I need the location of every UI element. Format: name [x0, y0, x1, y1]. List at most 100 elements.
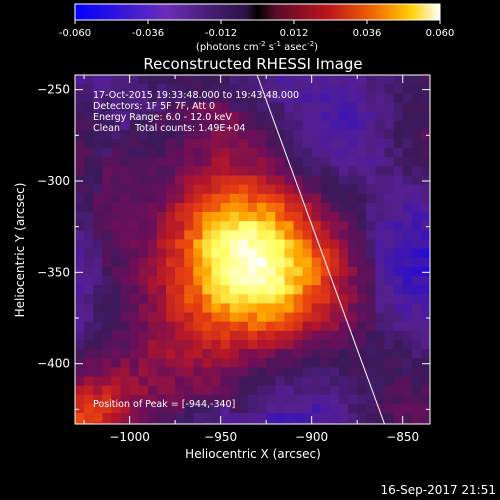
heatmap-cell — [339, 184, 349, 195]
heatmap-cell — [193, 129, 203, 140]
heatmap-cell — [311, 230, 322, 240]
heatmap-cell — [129, 358, 140, 368]
heatmap-cell — [129, 193, 140, 204]
heatmap-cell — [138, 312, 149, 323]
heatmap-cell — [102, 303, 112, 314]
heatmap-cell — [238, 257, 249, 268]
heatmap-cell — [75, 129, 85, 140]
heatmap-cell — [102, 148, 112, 158]
heatmap-cell — [120, 321, 131, 332]
heatmap-cell — [420, 75, 430, 85]
heatmap-cell — [129, 413, 140, 423]
heatmap-cell — [220, 102, 231, 113]
heatmap-cell — [147, 111, 158, 122]
heatmap-cell — [411, 303, 422, 314]
heatmap-cell — [84, 285, 94, 295]
heatmap-cell — [339, 367, 349, 378]
heatmap-cell — [75, 230, 85, 240]
heatmap-cell — [247, 148, 258, 158]
heatmap-cell — [138, 184, 149, 195]
heatmap-cell — [93, 175, 103, 186]
heatmap-cell — [393, 139, 404, 149]
heatmap-cell — [302, 221, 313, 231]
heatmap-cell — [257, 339, 267, 350]
annotation-counts: Clean Total counts: 1.49E+04 — [93, 123, 245, 134]
heatmap-cell — [402, 385, 413, 396]
heatmap-cell — [293, 339, 304, 350]
heatmap-cell — [93, 276, 103, 286]
heatmap-cell — [402, 403, 413, 414]
heatmap-cell — [420, 413, 430, 423]
heatmap-cell — [302, 358, 313, 368]
heatmap-cell — [311, 349, 322, 359]
heatmap-cell — [384, 276, 395, 286]
heatmap-cell — [366, 202, 376, 213]
heatmap-cell — [220, 358, 231, 368]
heatmap-cell — [220, 376, 231, 387]
heatmap-cell — [293, 321, 304, 332]
heatmap-cell — [84, 157, 94, 167]
heatmap-cell — [247, 276, 258, 286]
heatmap-cell — [202, 129, 213, 140]
heatmap-cell — [166, 358, 176, 368]
heatmap-cell — [211, 349, 222, 359]
heatmap-cell — [402, 93, 413, 103]
heatmap-cell — [366, 193, 376, 204]
heatmap-cell — [211, 166, 222, 177]
heatmap-cell — [239, 431, 249, 441]
heatmap-cell — [75, 120, 85, 131]
heatmap-cell — [393, 75, 404, 85]
heatmap-cell — [175, 266, 185, 277]
heatmap-cell — [202, 339, 213, 350]
heatmap-cell — [293, 257, 304, 268]
heatmap-cell — [257, 266, 267, 277]
heatmap-cell — [284, 403, 295, 414]
heatmap-cell — [75, 111, 85, 122]
heatmap-cell — [329, 84, 340, 94]
heatmap-cell — [202, 202, 213, 213]
heatmap-cell — [411, 221, 422, 231]
heatmap-cell — [238, 349, 249, 359]
heatmap-cell — [402, 413, 413, 423]
heatmap-cell — [348, 276, 358, 286]
heatmap-cell — [75, 93, 85, 103]
heatmap-cell — [102, 394, 112, 405]
heatmap-cell — [348, 339, 358, 350]
heatmap-cell — [211, 294, 222, 304]
heatmap-cell — [102, 75, 112, 85]
heatmap-cell — [329, 212, 340, 222]
heatmap-cell — [75, 358, 85, 368]
heatmap-cell — [257, 431, 267, 441]
heatmap-cell — [102, 285, 112, 295]
heatmap-cell — [375, 376, 386, 387]
heatmap-cell — [184, 129, 194, 140]
x-tick-label: −950 — [204, 430, 237, 444]
heatmap-cell — [147, 321, 158, 332]
heatmap-cell — [229, 330, 240, 341]
heatmap-cell — [311, 376, 322, 387]
heatmap-cell — [420, 221, 430, 231]
heatmap-cell — [284, 349, 295, 359]
heatmap-cell — [211, 285, 222, 295]
heatmap-cell — [238, 111, 249, 122]
heatmap-cell — [348, 431, 358, 441]
heatmap-cell — [129, 294, 140, 304]
heatmap-cell — [257, 367, 267, 378]
heatmap-cell — [311, 166, 322, 177]
heatmap-cell — [75, 266, 85, 277]
heatmap-cell — [375, 367, 386, 378]
heatmap-cell — [138, 230, 149, 240]
heatmap-cell — [257, 148, 267, 158]
heatmap-cell — [75, 221, 85, 231]
heatmap-cell — [120, 175, 131, 186]
heatmap-cell — [384, 385, 395, 396]
heatmap-cell — [129, 321, 140, 332]
heatmap-cell — [430, 395, 440, 405]
heatmap-cell — [166, 212, 176, 222]
heatmap-cell — [348, 285, 358, 295]
heatmap-cell — [220, 266, 231, 277]
heatmap-cell — [75, 248, 85, 259]
heatmap-cell — [93, 230, 103, 240]
heatmap-cell — [293, 349, 304, 359]
heatmap-cell — [384, 303, 395, 314]
